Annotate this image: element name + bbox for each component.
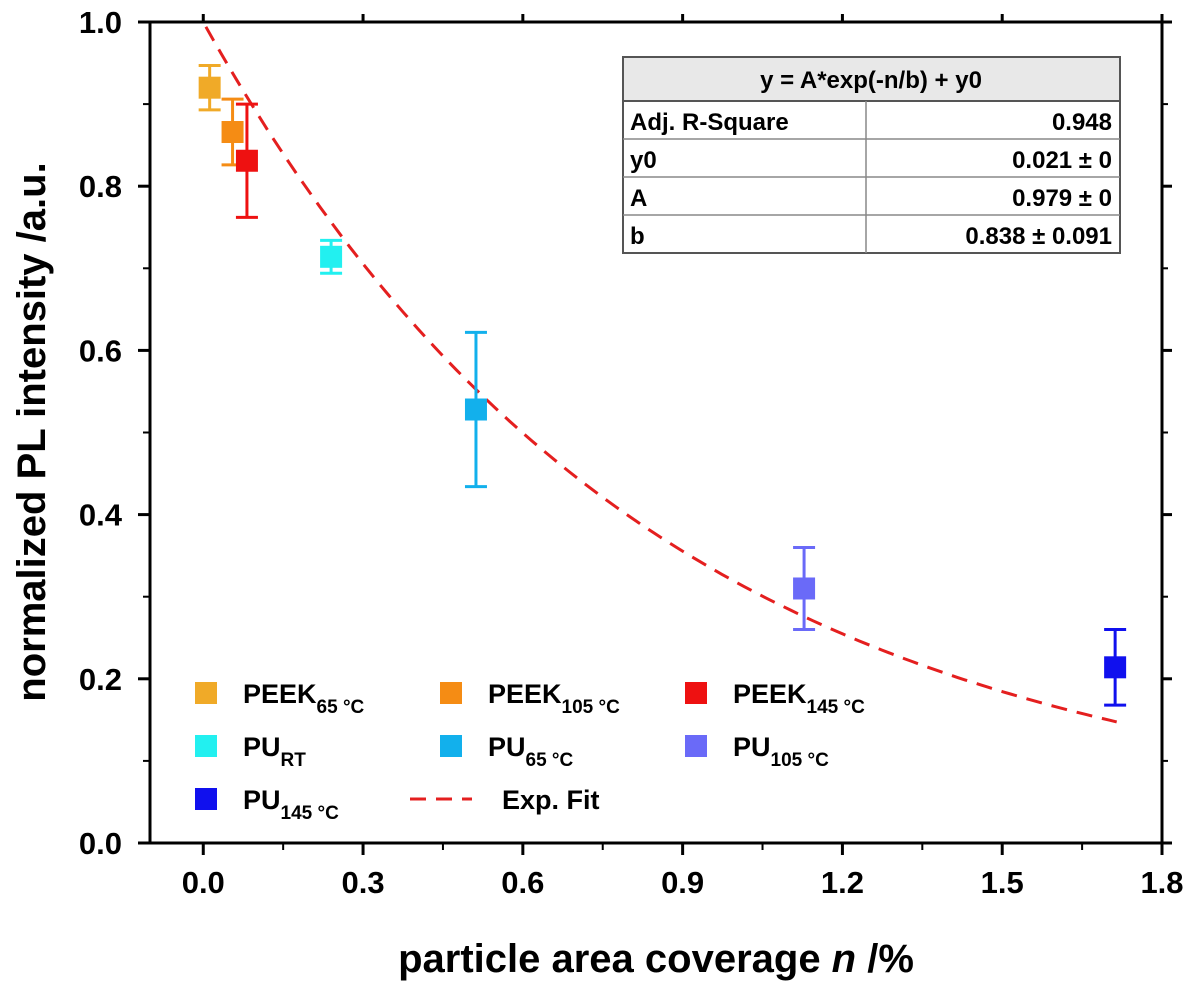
y-tick-label: 0.4	[79, 498, 123, 533]
y-tick-label: 1.0	[79, 5, 122, 40]
y-tick-label: 0.8	[79, 169, 122, 204]
legend-label-name: PEEK	[488, 679, 562, 709]
y-axis-label: normalized PL intensity /a.u.	[10, 162, 54, 701]
legend-label: PEEK65 °C	[243, 679, 365, 718]
x-tick-label: 1.8	[1140, 865, 1183, 900]
legend-label: PEEK145 °C	[733, 679, 865, 718]
fit-row-value: 0.948	[1052, 109, 1112, 136]
fit-line-group	[204, 26, 1118, 724]
fit-curve	[204, 26, 1118, 724]
legend-label-subscript: 65 °C	[526, 750, 574, 771]
plot-frame	[148, 20, 1164, 845]
data-point	[1104, 656, 1127, 679]
data-point	[221, 121, 244, 144]
y-tick-label: 0.0	[79, 826, 122, 861]
fit-row-label: A	[630, 185, 647, 212]
x-axis-label-variable: n	[832, 937, 856, 981]
legend-swatch	[685, 682, 707, 704]
plot-area: 0.0 0.3 0.6 0.9 1.2 1.5 1.8 0.0 0.2 0.4 0.6 0.8 1.0	[79, 5, 1184, 900]
legend-label: PURT	[243, 732, 306, 771]
legend-label-name: PEEK	[733, 679, 807, 709]
fit-table-header-bg	[623, 57, 1120, 101]
legend-label-subscript: 105 °C	[562, 697, 621, 718]
legend-label: PEEK105 °C	[488, 679, 620, 718]
fit-row-label: Adj. R-Square	[630, 109, 789, 136]
fit-row-label: b	[630, 223, 645, 250]
fit-row-value: 0.838 ± 0.091	[965, 223, 1112, 250]
fit-table-border	[622, 56, 1121, 254]
x-axis-label-unit: /%	[856, 937, 914, 981]
x-tick-label: 1.2	[821, 865, 864, 900]
data-point	[320, 245, 343, 268]
x-tick-label: 0.9	[661, 865, 704, 900]
y-tick-label: 0.6	[79, 333, 122, 368]
legend-swatch	[195, 788, 217, 810]
legend-swatch	[685, 735, 707, 757]
data-points	[198, 64, 1127, 707]
legend-label: Exp. Fit	[502, 785, 600, 815]
legend-swatch	[195, 682, 217, 704]
legend-label: PU105 °C	[733, 732, 829, 771]
legend-label-subscript: 145 °C	[281, 803, 340, 824]
x-tick-label: 0.6	[501, 865, 544, 900]
y-tick-label: 0.2	[79, 662, 122, 697]
legend-label-name: PEEK	[243, 679, 317, 709]
data-point	[793, 577, 816, 600]
x-axis-label-main: particle area coverage	[398, 937, 832, 981]
x-tick-label: 1.5	[981, 865, 1024, 900]
legend-label-name: PU	[488, 732, 526, 762]
data-point	[198, 76, 221, 99]
fit-row-label: y0	[630, 147, 657, 174]
legend-label-name: PU	[243, 785, 281, 815]
legend-label: PU145 °C	[243, 785, 339, 824]
axis-ticks: 0.0 0.3 0.6 0.9 1.2 1.5 1.8 0.0 0.2 0.4 0.6 0.8 1.0	[79, 5, 1184, 900]
legend-swatch	[195, 735, 217, 757]
legend-swatch	[440, 682, 462, 704]
data-point	[235, 149, 258, 172]
legend-label-name: PU	[243, 732, 281, 762]
fit-equation: y = A*exp(-n/b) + y0	[760, 67, 982, 94]
data-point	[464, 398, 487, 421]
x-tick-label: 0.0	[182, 865, 225, 900]
fit-row-value: 0.021 ± 0	[1012, 147, 1112, 174]
x-tick-label: 0.3	[341, 865, 384, 900]
fit-parameter-table: y = A*exp(-n/b) + y0 Adj. R-Square 0.948…	[622, 56, 1121, 254]
legend-label-subscript: RT	[281, 750, 307, 771]
legend-label-subscript: 145 °C	[807, 697, 866, 718]
legend-label-subscript: 105 °C	[771, 750, 830, 771]
fit-row-value: 0.979 ± 0	[1012, 185, 1112, 212]
legend-label-name: PU	[733, 732, 771, 762]
legend-label-subscript: 65 °C	[317, 697, 365, 718]
legend-label: PU65 °C	[488, 732, 574, 771]
legend-swatch	[440, 735, 462, 757]
x-axis-label: particle area coverage n /%	[398, 937, 914, 981]
